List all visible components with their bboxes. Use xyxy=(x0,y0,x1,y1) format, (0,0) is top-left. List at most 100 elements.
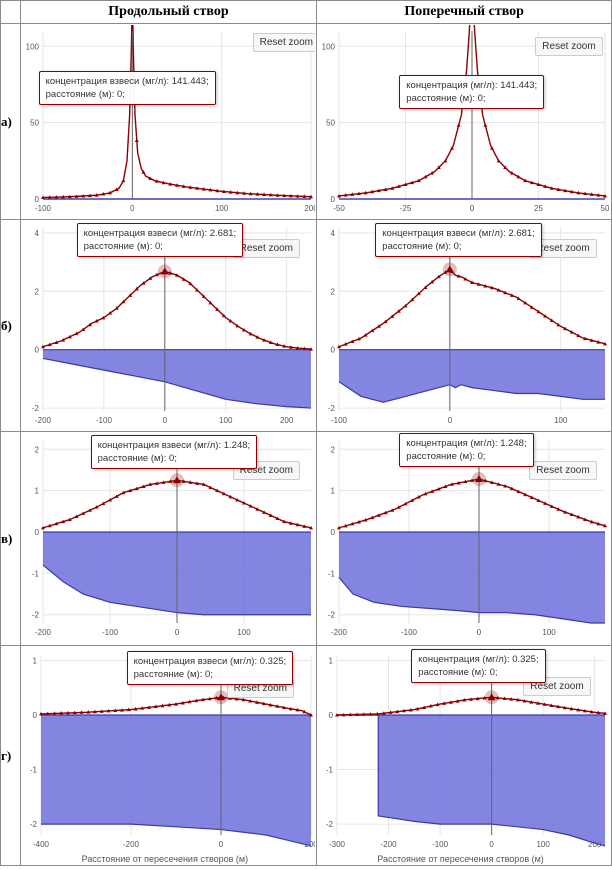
data-point[interactable] xyxy=(603,193,608,197)
data-point[interactable] xyxy=(92,709,97,713)
data-point[interactable] xyxy=(442,700,447,705)
data-point[interactable] xyxy=(583,191,588,195)
data-point[interactable] xyxy=(288,706,293,710)
data-point[interactable] xyxy=(450,481,455,486)
data-point[interactable] xyxy=(456,480,461,484)
data-point[interactable] xyxy=(549,702,554,707)
data-point[interactable] xyxy=(180,700,185,704)
data-point[interactable] xyxy=(589,337,594,342)
data-point[interactable] xyxy=(397,308,402,313)
data-point[interactable] xyxy=(490,145,495,150)
data-point[interactable] xyxy=(261,337,266,342)
data-point[interactable] xyxy=(496,481,501,486)
data-point[interactable] xyxy=(383,510,388,514)
data-point[interactable] xyxy=(154,480,159,485)
data-point[interactable] xyxy=(536,700,541,705)
data-point[interactable] xyxy=(308,525,313,529)
data-point[interactable] xyxy=(596,710,601,714)
data-point[interactable] xyxy=(47,194,52,199)
data-point[interactable] xyxy=(375,711,380,715)
data-point[interactable] xyxy=(510,292,515,297)
data-point[interactable] xyxy=(100,191,105,196)
data-point[interactable] xyxy=(234,696,239,700)
data-point[interactable] xyxy=(403,181,408,186)
data-point[interactable] xyxy=(556,186,561,191)
data-point[interactable] xyxy=(214,695,219,699)
data-point[interactable] xyxy=(275,516,280,520)
chart-d-longitudinal[interactable]: -2-101-400-2000200Reset zoomконцентрация… xyxy=(21,647,315,865)
data-point[interactable] xyxy=(357,191,362,195)
data-point[interactable] xyxy=(530,495,535,499)
data-point[interactable] xyxy=(228,189,233,194)
data-point[interactable] xyxy=(268,340,273,344)
data-point[interactable] xyxy=(268,512,273,517)
data-point[interactable] xyxy=(248,191,253,195)
data-point[interactable] xyxy=(295,193,300,198)
data-point[interactable] xyxy=(255,506,260,511)
data-point[interactable] xyxy=(181,276,186,281)
data-point[interactable] xyxy=(201,186,206,191)
data-point[interactable] xyxy=(363,517,368,522)
chart-a-cross[interactable]: 0 50 100 -50 -25 0 25 50 Reset zoom концентрация … xyxy=(318,24,609,219)
data-point[interactable] xyxy=(112,708,117,712)
data-point[interactable] xyxy=(121,299,126,303)
data-point[interactable] xyxy=(94,192,99,197)
data-point[interactable] xyxy=(87,193,92,197)
data-point[interactable] xyxy=(490,285,495,289)
data-point[interactable] xyxy=(523,300,528,304)
data-point[interactable] xyxy=(435,702,440,706)
data-point[interactable] xyxy=(397,504,402,509)
data-point[interactable] xyxy=(167,270,172,275)
data-point[interactable] xyxy=(462,697,467,701)
data-point[interactable] xyxy=(603,710,608,715)
data-point[interactable] xyxy=(357,336,362,340)
data-point[interactable] xyxy=(139,705,144,710)
data-point[interactable] xyxy=(382,710,387,715)
data-point[interactable] xyxy=(343,192,348,197)
data-point[interactable] xyxy=(119,707,124,712)
data-point[interactable] xyxy=(301,346,306,350)
data-point[interactable] xyxy=(227,695,232,700)
data-point[interactable] xyxy=(437,274,442,278)
data-point[interactable] xyxy=(417,291,422,295)
data-point[interactable] xyxy=(194,480,199,485)
data-point[interactable] xyxy=(126,707,131,711)
data-point[interactable] xyxy=(141,484,146,488)
data-point[interactable] xyxy=(563,705,568,709)
data-point[interactable] xyxy=(74,513,79,518)
data-point[interactable] xyxy=(221,189,226,193)
data-point[interactable] xyxy=(589,191,594,196)
data-point[interactable] xyxy=(40,525,45,529)
data-point[interactable] xyxy=(383,186,388,191)
data-point[interactable] xyxy=(503,483,508,488)
hovered-point[interactable] xyxy=(160,266,169,274)
chart-b-cross[interactable]: -2 0 2 4 -100 0 100 Reset zoom концентрация взве… xyxy=(318,221,610,431)
data-point[interactable] xyxy=(241,500,246,505)
data-point[interactable] xyxy=(127,488,132,492)
data-point[interactable] xyxy=(455,698,460,703)
data-point[interactable] xyxy=(134,486,139,490)
data-point[interactable] xyxy=(72,710,77,714)
data-point[interactable] xyxy=(536,309,541,313)
data-point[interactable] xyxy=(134,137,139,142)
data-point[interactable] xyxy=(234,190,239,194)
data-point[interactable] xyxy=(154,178,159,183)
data-point[interactable] xyxy=(337,525,342,529)
data-point[interactable] xyxy=(288,520,293,525)
data-point[interactable] xyxy=(509,696,514,701)
data-point[interactable] xyxy=(456,122,461,127)
data-point[interactable] xyxy=(208,485,213,489)
data-point[interactable] xyxy=(583,516,588,521)
data-point[interactable] xyxy=(133,706,138,711)
data-point[interactable] xyxy=(38,711,43,715)
data-point[interactable] xyxy=(221,491,226,495)
data-point[interactable] xyxy=(570,512,575,516)
data-point[interactable] xyxy=(166,702,171,706)
data-point[interactable] xyxy=(589,519,594,523)
data-point[interactable] xyxy=(45,711,50,715)
data-point[interactable] xyxy=(456,273,461,278)
data-point[interactable] xyxy=(596,339,601,344)
data-point[interactable] xyxy=(114,186,119,191)
data-point[interactable] xyxy=(503,165,508,169)
data-point[interactable] xyxy=(201,294,206,298)
